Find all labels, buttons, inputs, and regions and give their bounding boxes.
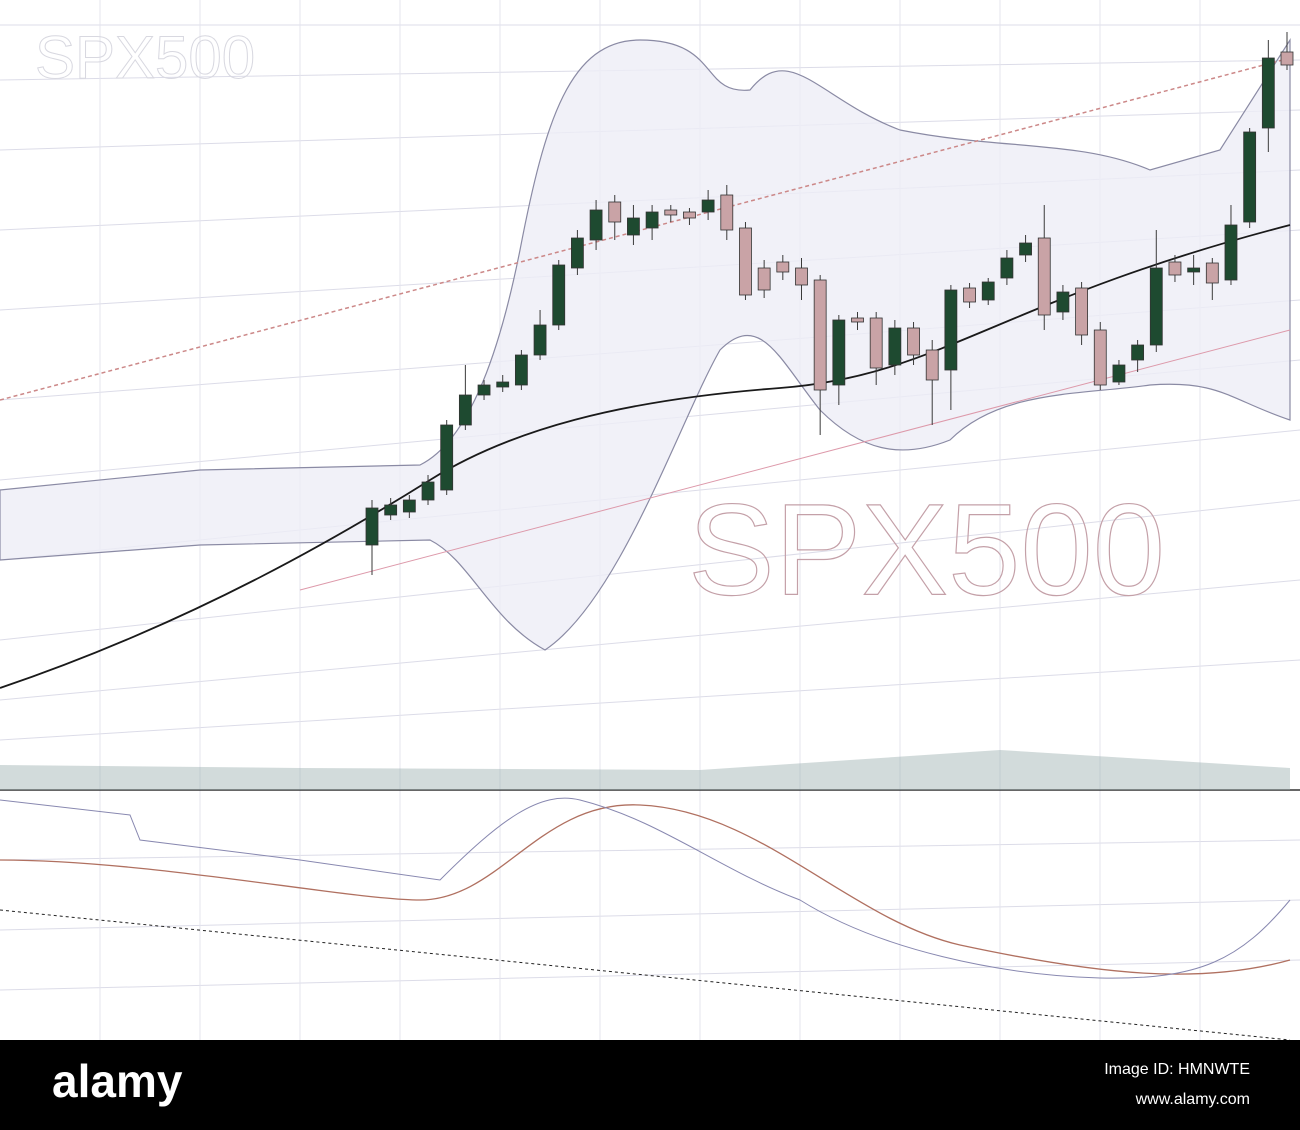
- candle-body: [739, 227, 752, 296]
- candle-body: [888, 327, 902, 366]
- candle-body: [552, 264, 566, 326]
- footer-image-id: Image ID: HMNWTE: [1104, 1061, 1250, 1078]
- candle-body: [589, 209, 603, 241]
- candle-body: [701, 199, 715, 213]
- candle-body: [1205, 262, 1219, 284]
- candle-body: [477, 384, 491, 396]
- candle-body: [1280, 51, 1294, 66]
- candle-body: [1019, 242, 1032, 256]
- candle-body: [664, 209, 678, 216]
- oscillator: [0, 797, 1291, 979]
- moving-average: [0, 224, 1291, 689]
- candle-body: [683, 211, 696, 219]
- candle-body: [1000, 257, 1014, 279]
- candle-body: [1224, 224, 1238, 281]
- candle-body: [757, 267, 771, 291]
- candle-body: [458, 394, 472, 426]
- candle-body: [813, 279, 827, 391]
- candle-body: [720, 194, 734, 231]
- watermark-label: SPX500: [35, 24, 255, 91]
- candle-body: [907, 327, 920, 356]
- candle-body: [1056, 291, 1070, 313]
- candle-body: [1093, 329, 1107, 386]
- candle-body: [571, 237, 584, 269]
- candles: [365, 32, 1294, 575]
- candle-body: [1075, 287, 1088, 336]
- candle-body: [365, 507, 379, 546]
- candle-body: [627, 217, 640, 236]
- candle-body: [645, 211, 659, 229]
- trend-line: [0, 57, 1291, 401]
- candle-body: [384, 504, 398, 516]
- candle-body: [1037, 237, 1051, 316]
- watermark-label: SPX500: [688, 476, 1165, 622]
- candle-body: [1187, 267, 1201, 273]
- candle-body: [402, 499, 416, 513]
- candle-body: [963, 287, 976, 303]
- candle-body: [776, 261, 790, 273]
- footer-brand: alamy: [52, 1055, 183, 1107]
- candle-body: [1131, 344, 1145, 361]
- candle-body: [1261, 57, 1275, 129]
- candle-body: [869, 317, 883, 369]
- candle-body: [608, 201, 622, 223]
- candle-body: [795, 267, 808, 286]
- candle-body: [1168, 261, 1182, 276]
- candle-body: [440, 424, 454, 491]
- candle-body: [851, 317, 864, 323]
- bollinger-band: [0, 37, 1291, 651]
- candle-body: [1243, 131, 1257, 223]
- candle-body: [533, 324, 547, 356]
- oscillator: [0, 804, 1291, 975]
- candle-body: [1149, 267, 1163, 346]
- candle-body: [944, 289, 958, 371]
- candle-body: [925, 349, 939, 381]
- candle-body: [1112, 364, 1126, 383]
- dashed-line: [0, 909, 1291, 1041]
- footer-url: www.alamy.com: [1135, 1091, 1250, 1108]
- candle-body: [832, 319, 846, 386]
- candle-body: [421, 481, 435, 501]
- candle-body: [496, 381, 510, 388]
- footer-bar: [0, 1040, 1300, 1130]
- candle-body: [514, 354, 528, 386]
- volume-area: [0, 750, 1290, 790]
- candle-body: [981, 281, 995, 301]
